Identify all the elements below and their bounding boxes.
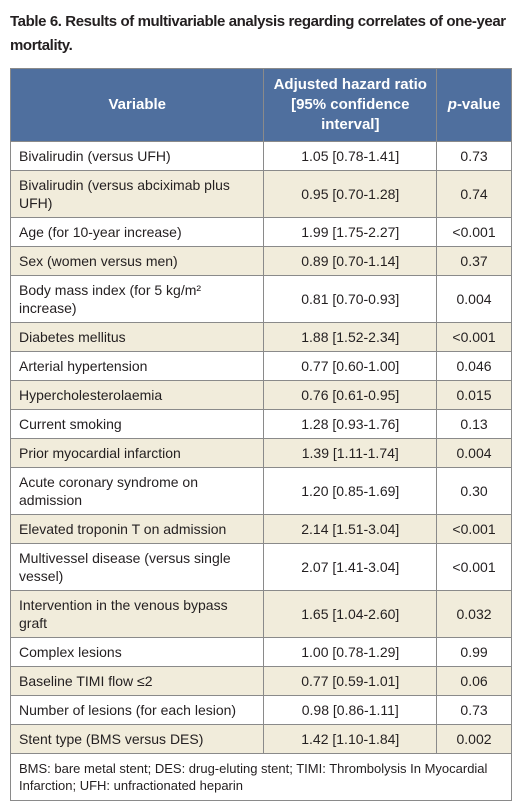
hazard-cell: 1.99 [1.75-2.27]: [263, 217, 438, 247]
variable-cell: Bivalirudin (versus UFH): [9, 141, 265, 171]
hazard-cell: 0.76 [0.61-0.95]: [263, 380, 438, 410]
p-value-cell: 0.032: [436, 590, 512, 638]
hazard-cell: 0.81 [0.70-0.93]: [263, 275, 438, 323]
p-value-cell: 0.06: [436, 666, 512, 696]
table-row: Prior myocardial infarction 1.39 [1.11-1.…: [9, 438, 512, 468]
hazard-cell: 1.20 [0.85-1.69]: [263, 467, 438, 515]
variable-cell: Acute coronary syndrome on admission: [9, 467, 265, 515]
header-italic: p: [447, 96, 457, 113]
variable-cell: Bivalirudin (versus abciximab plus UFH): [9, 170, 265, 218]
p-value-cell: 0.004: [436, 438, 512, 468]
p-value-cell: 0.73: [436, 141, 512, 171]
table-row: Hypercholesterolaemia 0.76 [0.61-0.95] 0.0…: [9, 380, 512, 410]
p-value-cell: <0.001: [436, 322, 512, 352]
p-value-cell: 0.99: [436, 637, 512, 667]
variable-cell: Complex lesions: [9, 637, 265, 667]
variable-cell: Prior myocardial infarction: [9, 438, 265, 468]
variable-cell: Elevated troponin T on admission: [9, 514, 265, 544]
table-row: Complex lesions 1.00 [0.78-1.29] 0.99: [9, 637, 512, 667]
hazard-cell: 1.65 [1.04-2.60]: [263, 590, 438, 638]
hazard-cell: 0.95 [0.70-1.28]: [263, 170, 438, 218]
table-row: Elevated troponin T on admission 2.14 [1.…: [9, 514, 512, 544]
table-row: Age (for 10-year increase) 1.99 [1.75-2.2…: [9, 217, 512, 247]
p-value-cell: 0.002: [436, 724, 512, 754]
header-row: Variable Adjusted hazard ratio [95% conf…: [9, 68, 512, 142]
hazard-cell: 0.98 [0.86-1.11]: [263, 695, 438, 725]
header-text: -value: [456, 96, 501, 113]
variable-cell: Number of lesions (for each lesion): [9, 695, 265, 725]
table-row: Baseline TIMI flow ≤2 0.77 [0.59-1.01] 0.0…: [9, 666, 512, 696]
hazard-cell: 1.28 [0.93-1.76]: [263, 409, 438, 439]
variable-cell: Diabetes mellitus: [9, 322, 265, 352]
table-row: Intervention in the venous bypass graft 1…: [9, 590, 512, 638]
hazard-cell: 1.88 [1.52-2.34]: [263, 322, 438, 352]
header-cell: Adjusted hazard ratio [95% confidence in…: [263, 68, 438, 142]
header-cell: p-value: [436, 68, 512, 142]
table-row: Body mass index (for 5 kg/m² increase) 0.…: [9, 275, 512, 323]
table-row: Sex (women versus men) 0.89 [0.70-1.14] 0.…: [9, 246, 512, 276]
p-value-cell: 0.37: [436, 246, 512, 276]
table-row: Multivessel disease (versus single vesse…: [9, 543, 512, 591]
variable-cell: Sex (women versus men): [9, 246, 265, 276]
variable-cell: Age (for 10-year increase): [9, 217, 265, 247]
hazard-cell: 0.77 [0.59-1.01]: [263, 666, 438, 696]
table-body: Bivalirudin (versus UFH) 1.05 [0.78-1.41]…: [9, 141, 512, 801]
p-value-cell: 0.73: [436, 695, 512, 725]
table-row: Arterial hypertension 0.77 [0.60-1.00] 0.0…: [9, 351, 512, 381]
p-value-cell: <0.001: [436, 217, 512, 247]
table-row: Stent type (BMS versus DES) 1.42 [1.10-1.…: [9, 724, 512, 754]
table-row: Diabetes mellitus 1.88 [1.52-2.34] <0.001: [9, 322, 512, 352]
variable-cell: Arterial hypertension: [9, 351, 265, 381]
p-value-cell: 0.74: [436, 170, 512, 218]
header-cell: Variable: [9, 68, 265, 142]
variable-cell: Current smoking: [9, 409, 265, 439]
variable-cell: Baseline TIMI flow ≤2: [9, 666, 265, 696]
table-row: Bivalirudin (versus abciximab plus UFH) 0…: [9, 170, 512, 218]
hazard-cell: 2.14 [1.51-3.04]: [263, 514, 438, 544]
p-value-cell: 0.015: [436, 380, 512, 410]
table-row: Number of lesions (for each lesion) 0.98 …: [9, 695, 512, 725]
hazard-cell: 1.39 [1.11-1.74]: [263, 438, 438, 468]
p-value-cell: <0.001: [436, 514, 512, 544]
p-value-cell: 0.004: [436, 275, 512, 323]
footnote: BMS: bare metal stent; DES: drug-eluting…: [10, 753, 512, 801]
results-table: Variable Adjusted hazard ratio [95% conf…: [9, 68, 512, 801]
p-value-cell: 0.13: [436, 409, 512, 439]
hazard-cell: 2.07 [1.41-3.04]: [263, 543, 438, 591]
footnote-row: BMS: bare metal stent; DES: drug-eluting…: [10, 753, 512, 801]
p-value-cell: 0.046: [436, 351, 512, 381]
hazard-cell: 1.42 [1.10-1.84]: [263, 724, 438, 754]
p-value-cell: 0.30: [436, 467, 512, 515]
hazard-cell: 0.77 [0.60-1.00]: [263, 351, 438, 381]
table-row: Bivalirudin (versus UFH) 1.05 [0.78-1.41]…: [9, 141, 512, 171]
variable-cell: Multivessel disease (versus single vesse…: [9, 543, 265, 591]
hazard-cell: 0.89 [0.70-1.14]: [263, 246, 438, 276]
table-row: Acute coronary syndrome on admission 1.20…: [9, 467, 512, 515]
hazard-cell: 1.00 [0.78-1.29]: [263, 637, 438, 667]
table-row: Current smoking 1.28 [0.93-1.76] 0.13: [9, 409, 512, 439]
table-title: Table 6. Results of multivariable analys…: [10, 13, 506, 54]
variable-cell: Intervention in the venous bypass graft: [9, 590, 265, 638]
hazard-cell: 1.05 [0.78-1.41]: [263, 141, 438, 171]
variable-cell: Stent type (BMS versus DES): [9, 724, 265, 754]
variable-cell: Hypercholesterolaemia: [9, 380, 265, 410]
p-value-cell: <0.001: [436, 543, 512, 591]
variable-cell: Body mass index (for 5 kg/m² increase): [9, 275, 265, 323]
